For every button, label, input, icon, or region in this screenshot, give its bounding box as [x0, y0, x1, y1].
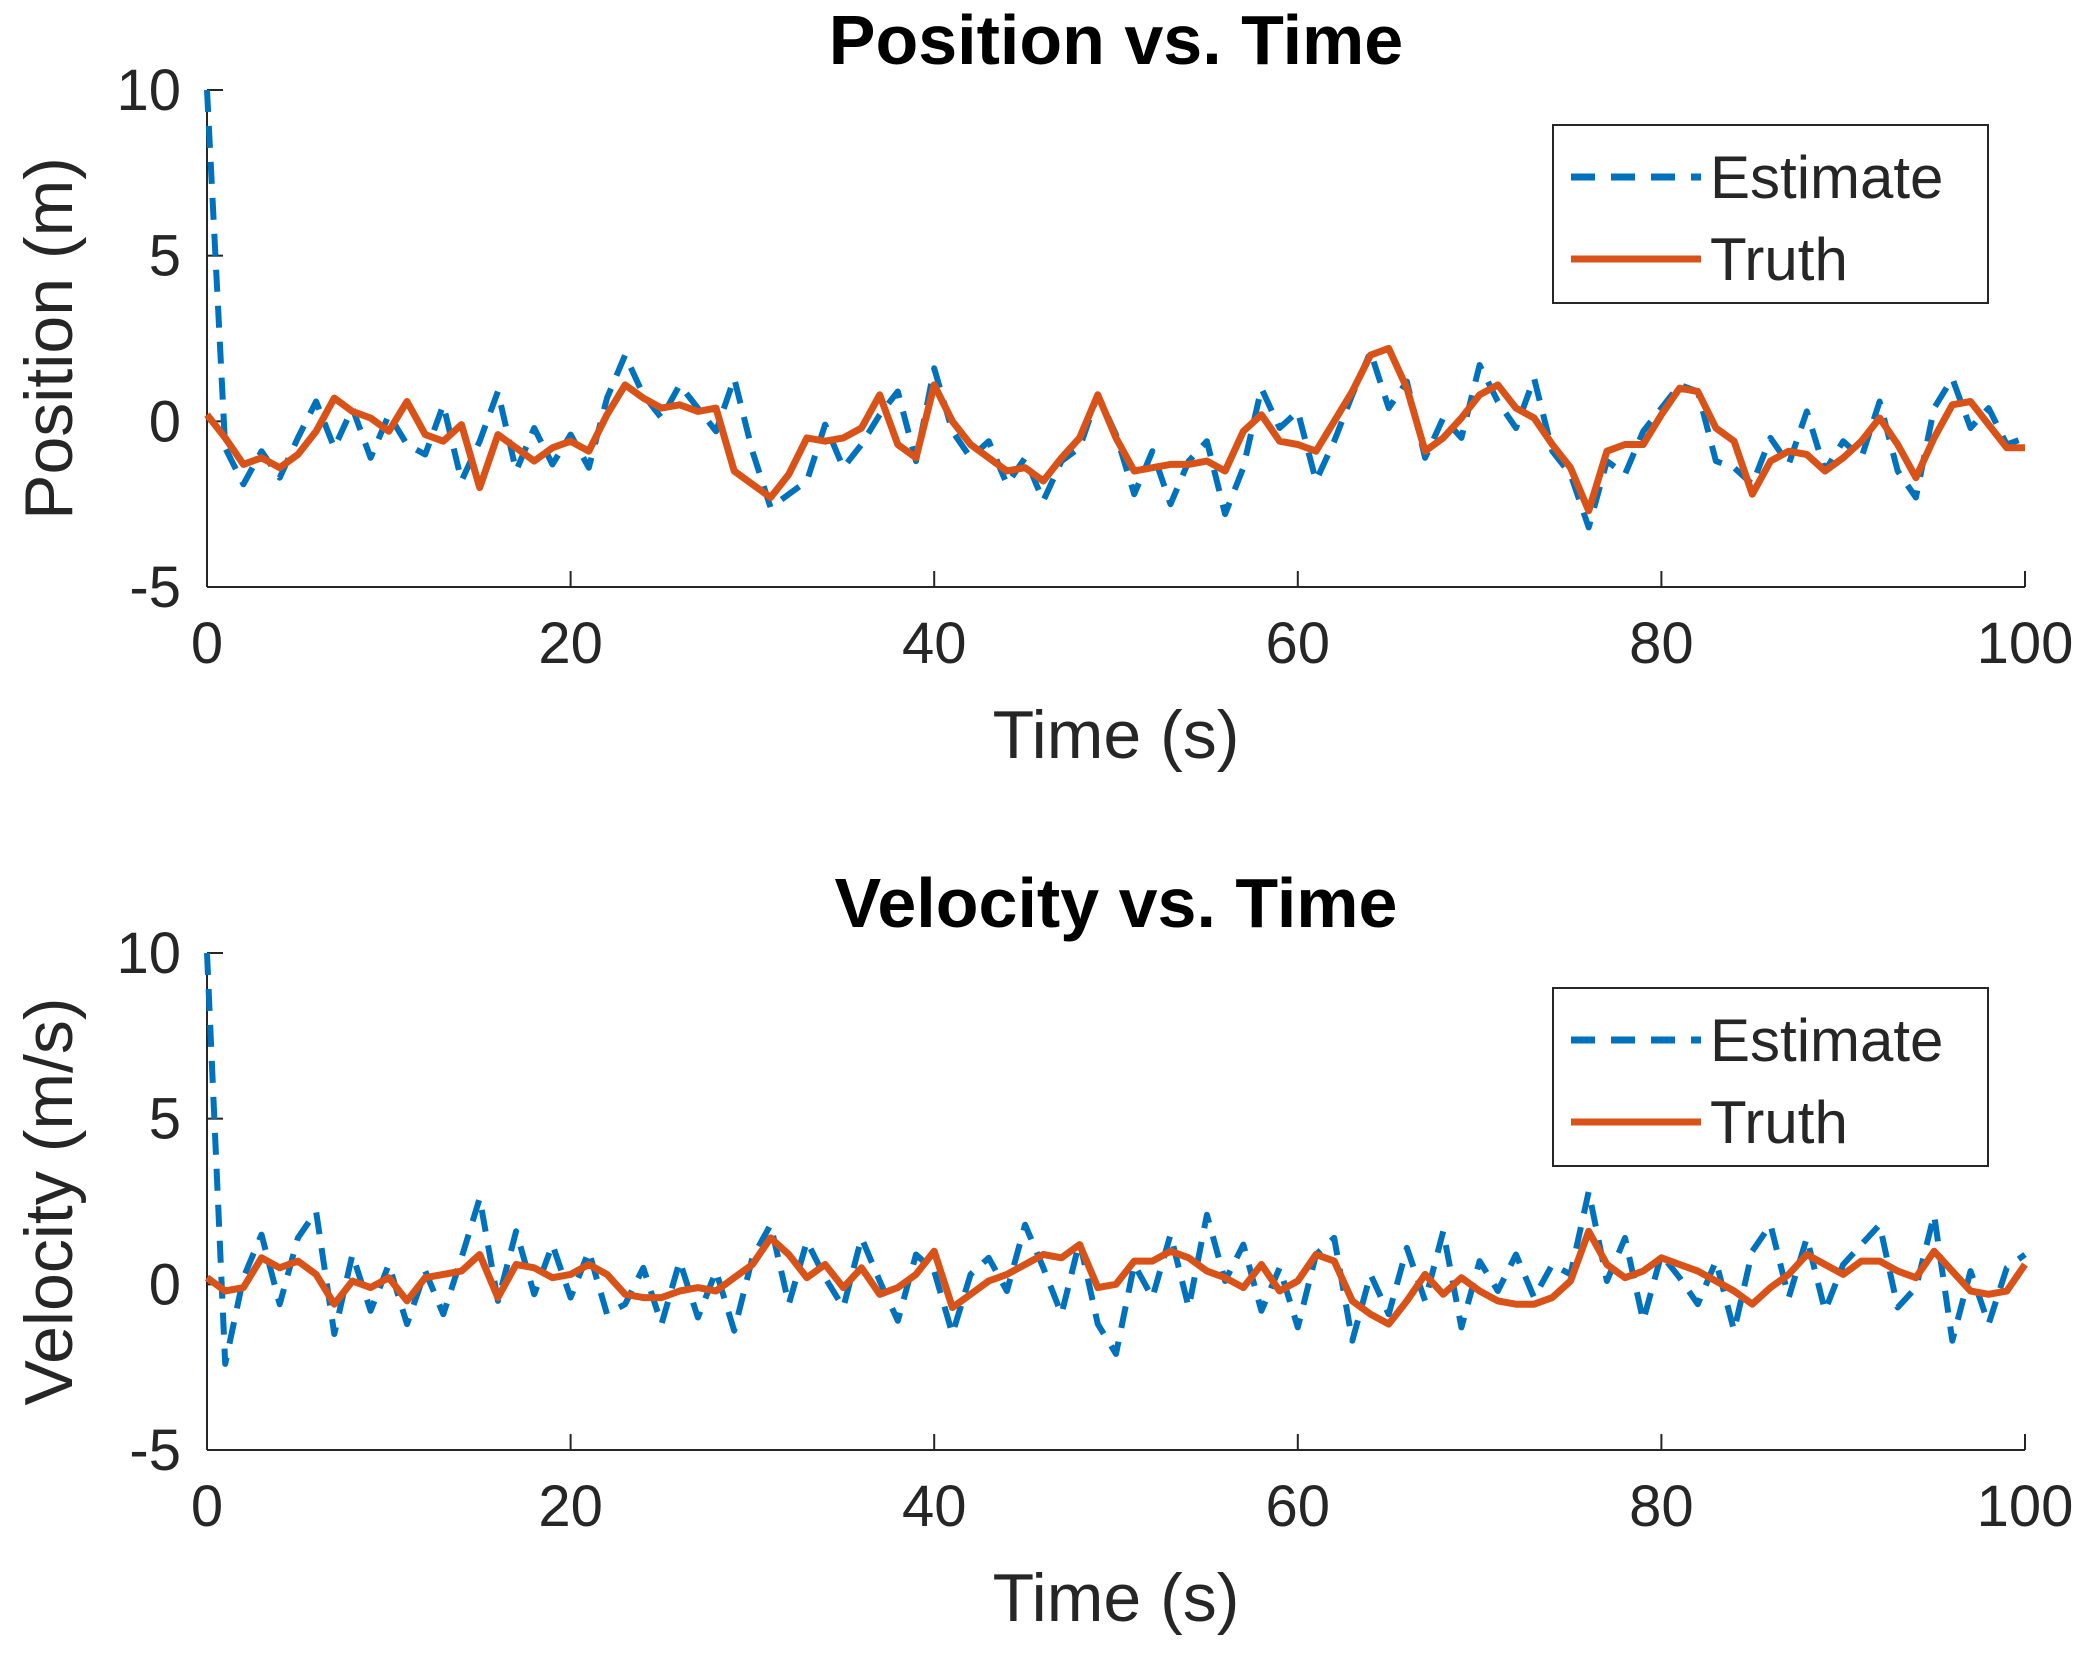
y-tick-label: -5: [129, 1418, 181, 1483]
chart-title: Velocity vs. Time: [835, 864, 1398, 942]
series-line-truth: [204, 344, 2025, 515]
legend-box: [1552, 124, 1989, 304]
y-tick-label: 10: [116, 58, 181, 123]
legend-label: Estimate: [1710, 1007, 1943, 1074]
legend-label: Truth: [1710, 1089, 1848, 1156]
legend-label: Estimate: [1710, 144, 1943, 211]
y-axis-label: Velocity (m/s): [11, 997, 87, 1405]
y-tick-label: 0: [149, 1252, 181, 1317]
y-tick-label: 0: [149, 389, 181, 454]
series-line-truth: [204, 1227, 2028, 1328]
x-tick-label: 100: [1977, 1474, 2074, 1539]
x-axis-label: Time (s): [993, 1560, 1240, 1636]
x-tick-label: 60: [1266, 611, 1331, 676]
x-tick-label: 80: [1629, 1474, 1694, 1539]
y-axis-label: Position (m): [11, 157, 87, 520]
y-tick-label: 5: [149, 1087, 181, 1152]
x-tick-label: 40: [902, 611, 967, 676]
legend-label: Truth: [1710, 226, 1848, 293]
y-tick-label: 5: [149, 224, 181, 289]
x-tick-label: 20: [538, 611, 603, 676]
chart-title: Position vs. Time: [829, 1, 1403, 79]
x-tick-label: 0: [191, 611, 223, 676]
x-tick-label: 20: [538, 1474, 603, 1539]
y-tick-label: -5: [129, 555, 181, 620]
legend: Estimate Truth: [1552, 124, 1989, 304]
x-tick-label: 60: [1266, 1474, 1331, 1539]
x-axis-label: Time (s): [993, 697, 1240, 773]
x-tick-label: 0: [191, 1474, 223, 1539]
x-tick-label: 100: [1977, 611, 2074, 676]
y-tick-label: 10: [116, 921, 181, 986]
legend-box: [1552, 987, 1989, 1167]
x-tick-label: 40: [902, 1474, 967, 1539]
legend: Estimate Truth: [1552, 987, 1989, 1167]
x-tick-label: 80: [1629, 611, 1694, 676]
